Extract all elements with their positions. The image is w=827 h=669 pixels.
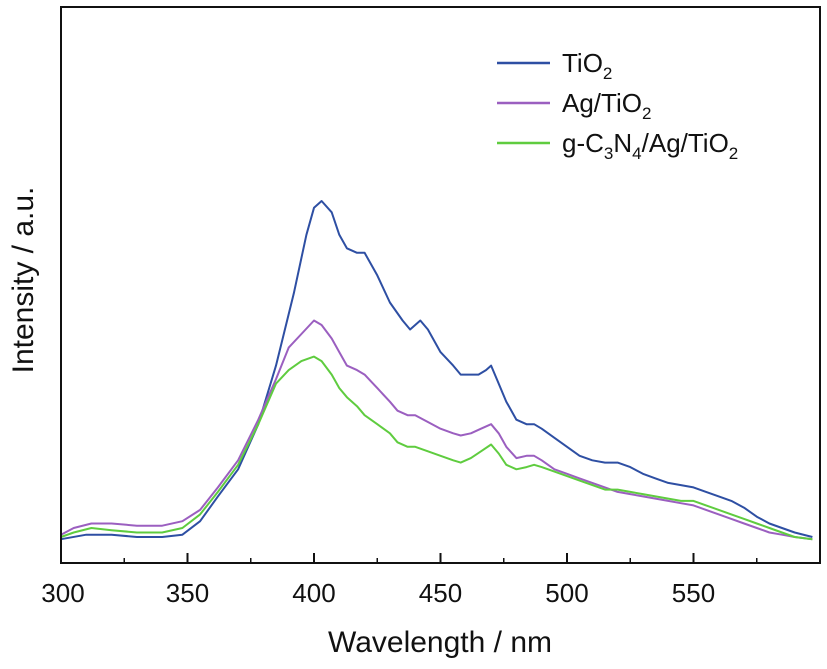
x-axis: 300 350 400 450 500 550 (41, 553, 758, 608)
plot-frame (60, 6, 821, 564)
x-tick-label: 550 (672, 578, 715, 608)
legend: TiO2 Ag/TiO2 g-C3N4/Ag/TiO2 (497, 48, 738, 163)
x-tick-label: 500 (545, 578, 588, 608)
x-tick-label: 450 (419, 578, 462, 608)
series-line-0 (60, 200, 813, 541)
legend-label-1: Ag/TiO2 (562, 88, 651, 123)
series-line-1 (60, 319, 813, 541)
series-lines (60, 200, 813, 541)
legend-label-2: g-C3N4/Ag/TiO2 (562, 128, 738, 163)
x-tick-label: 400 (292, 578, 335, 608)
legend-label-0: TiO2 (562, 48, 612, 83)
y-axis-title: Intensity / a.u. (7, 187, 40, 374)
x-tick-label: 350 (166, 578, 209, 608)
x-tick-label: 300 (41, 578, 84, 608)
x-axis-title: Wavelength / nm (328, 626, 552, 659)
series-line-2 (60, 355, 813, 541)
